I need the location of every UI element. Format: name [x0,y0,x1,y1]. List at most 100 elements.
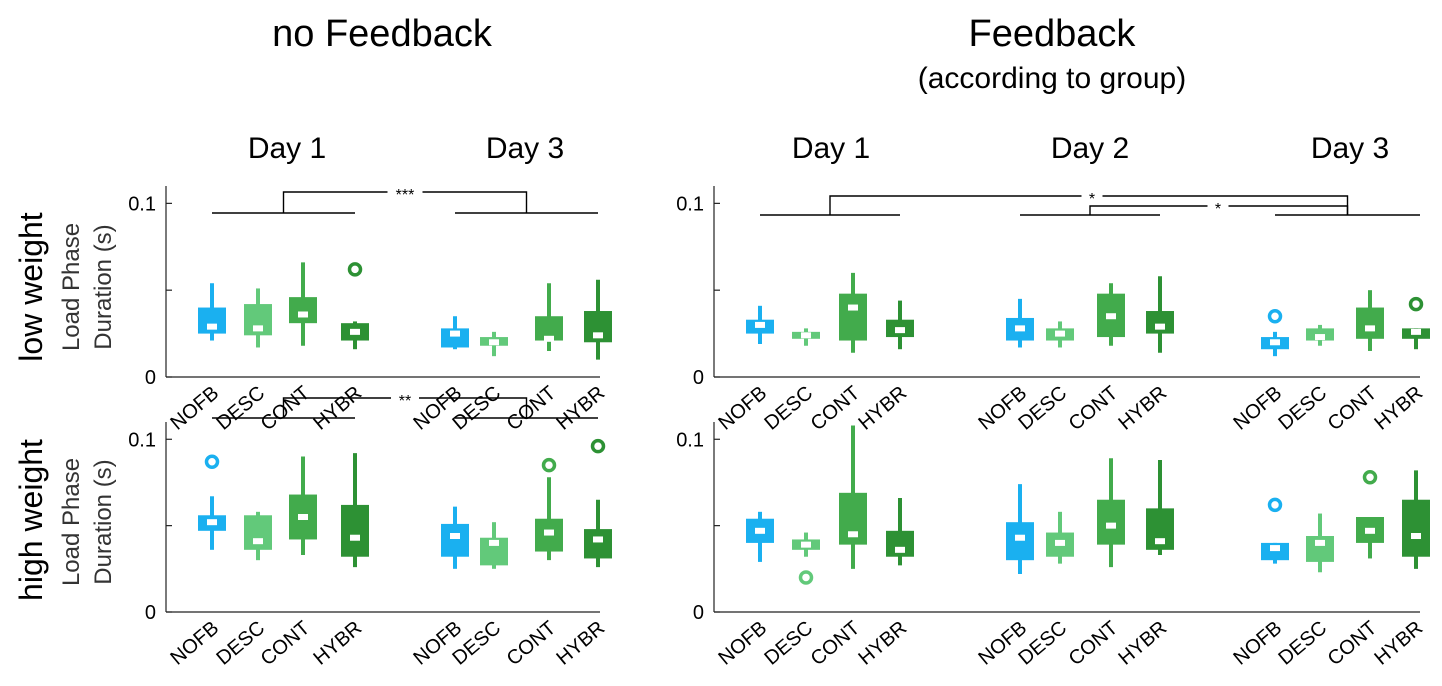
box [584,529,612,559]
outlier-point [204,454,220,469]
x-tick-label: HYBR [1370,617,1427,670]
box [1146,311,1174,334]
x-tick-label: CONT [1324,382,1382,435]
significance-label: * [1215,201,1221,218]
median-mark [1365,325,1375,332]
median-mark [253,325,263,332]
median-mark [593,332,603,339]
y-tick-label: 0 [145,367,156,389]
median-mark [489,539,499,546]
significance-label: *** [396,187,415,204]
y-axis-label: Duration (s) [90,459,117,584]
box [198,307,226,334]
x-tick-label: HYBR [309,617,366,670]
day-label: Day 1 [248,132,326,165]
y-axis-label: Load Phase [58,458,85,586]
x-tick-label: HYBR [1114,617,1171,670]
x-tick-label: CONT [1324,617,1382,670]
median-mark [1411,328,1421,335]
median-mark [350,534,360,541]
box [1097,499,1125,545]
box [289,297,317,324]
median-mark [1270,339,1280,346]
box [1306,536,1334,562]
median-mark [755,527,765,534]
median-mark [298,311,308,318]
title-feedback: Feedback [969,13,1137,55]
median-mark [895,546,905,553]
median-mark [848,531,858,538]
median-mark [848,304,858,311]
outlier-point [347,262,363,277]
x-tick-label: DESC [1274,382,1331,435]
x-tick-label: HYBR [854,382,911,435]
x-tick-label: CONT [807,382,865,435]
median-mark [1055,330,1065,337]
box [244,515,272,550]
x-tick-label: NOFB [1230,382,1287,435]
median-mark [755,321,765,328]
median-mark [253,538,263,545]
x-tick-label: CONT [503,382,561,435]
box [441,523,469,557]
median-mark [207,519,217,526]
median-mark [1155,538,1165,545]
median-mark [298,514,308,520]
x-tick-label: HYBR [552,617,609,670]
x-tick-label: CONT [1065,617,1123,670]
outlier-point [1267,308,1283,324]
median-mark [1365,527,1375,534]
box [1356,307,1384,339]
x-tick-label: NOFB [1230,617,1287,670]
box [441,328,469,348]
median-mark [801,541,811,548]
day-label: Day 2 [1051,132,1129,165]
x-tick-label: DESC [1274,617,1331,670]
box [1261,542,1289,561]
median-mark [895,327,905,334]
y-tick-label: 0.1 [676,429,704,451]
title-no-feedback: no Feedback [272,13,493,55]
box [1402,499,1430,557]
median-mark [350,328,360,335]
box [1006,522,1034,561]
outlier-point [590,438,606,454]
x-tick-label: NOFB [715,382,772,435]
significance-bracket [282,191,388,213]
y-tick-label: 0.1 [128,429,156,451]
median-mark [544,335,554,342]
x-tick-label: DESC [760,617,817,670]
x-tick-label: CONT [257,617,315,670]
y-tick-label: 0 [145,602,156,624]
significance-bracket [422,191,528,213]
x-tick-label: CONT [807,617,865,670]
median-mark [1270,545,1280,552]
y-axis-label: Load Phase [58,223,85,351]
median-mark [1015,534,1025,541]
outlier-point [1408,296,1424,312]
x-tick-label: HYBR [854,617,911,670]
y-tick-label: 0 [693,602,704,624]
significance-bracket [829,195,1082,215]
x-tick-label: NOFB [167,382,224,435]
x-tick-label: DESC [760,382,817,435]
median-mark [1015,325,1025,332]
x-tick-label: CONT [503,617,561,670]
x-tick-label: DESC [212,382,269,435]
median-mark [207,323,217,330]
x-tick-label: CONT [257,382,315,435]
outlier-point [798,570,814,585]
box [341,504,369,557]
day-label: Day 1 [792,132,870,165]
median-mark [1106,522,1116,529]
row-label-low-weight: low weight [13,212,49,362]
median-mark [450,330,460,337]
x-tick-label: NOFB [715,617,772,670]
median-mark [1315,334,1325,341]
median-mark [544,529,554,536]
median-mark [593,536,603,543]
